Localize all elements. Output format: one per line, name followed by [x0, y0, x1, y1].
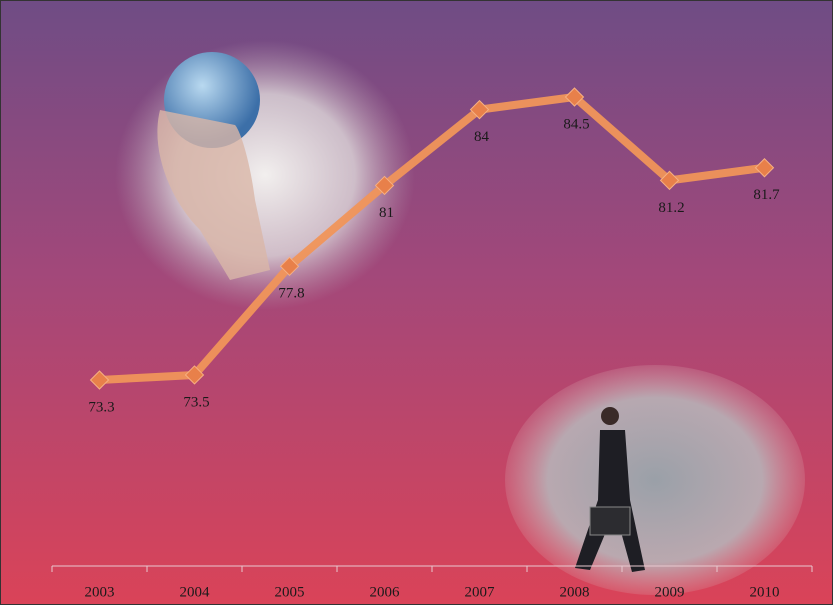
- x-tick-label: 2004: [180, 584, 211, 600]
- data-label: 84.5: [563, 116, 589, 132]
- x-tick-label: 2009: [655, 584, 685, 600]
- data-label: 81.7: [753, 187, 780, 203]
- x-tick-label: 2010: [750, 584, 780, 600]
- x-tick-label: 2003: [85, 584, 115, 600]
- walker-photo: [505, 365, 805, 595]
- x-tick-label: 2007: [465, 584, 496, 600]
- data-label: 84: [474, 129, 490, 145]
- briefcase: [590, 507, 630, 535]
- walker-head: [601, 407, 619, 425]
- data-label: 81: [379, 205, 394, 221]
- x-tick-label: 2008: [560, 584, 590, 600]
- data-label: 77.8: [278, 286, 304, 302]
- page: {"chart_data": {"type": "line", "categor…: [0, 0, 833, 605]
- chart: 2003 2004 2005 2006 2007 2008 2009 2010 73.3 73.5…: [0, 0, 833, 605]
- data-label: 73.3: [88, 399, 114, 415]
- x-tick-label: 2006: [370, 584, 401, 600]
- x-tick-label: 2005: [275, 584, 305, 600]
- data-label: 73.5: [183, 394, 209, 410]
- data-label: 81.2: [658, 200, 684, 216]
